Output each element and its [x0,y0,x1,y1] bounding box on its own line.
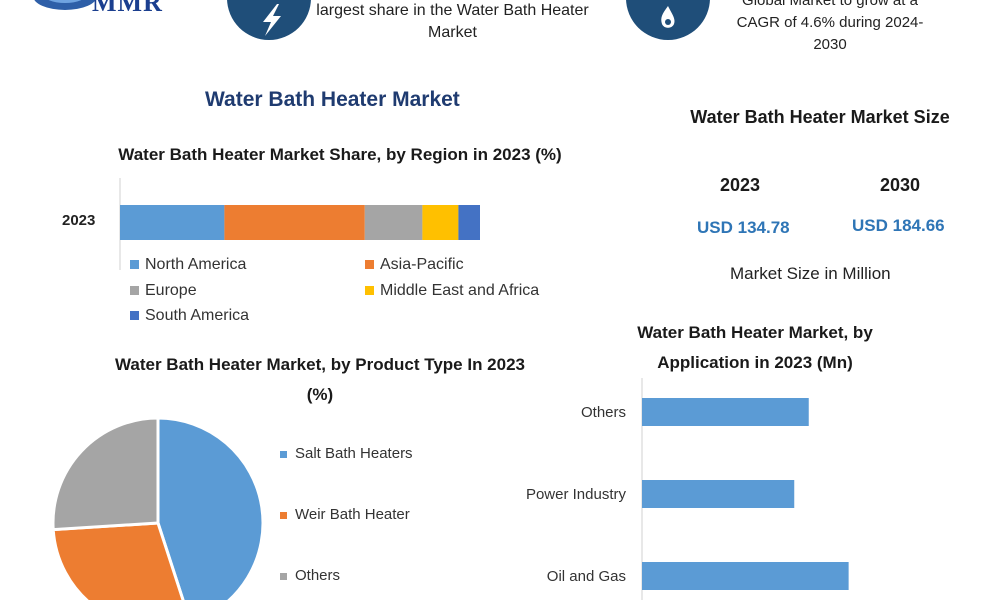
region-chart-title: Water Bath Heater Market Share, by Regio… [118,145,562,164]
pie-legend-item-others: Others [280,567,340,585]
legend-item-north-america: North America [130,256,246,274]
globe-logo-icon [34,0,96,10]
application-category-label: Oil and Gas [547,568,626,585]
banner-text-share: largest share in the Water Bath Heater M… [316,2,589,41]
legend-label: Weir Bath Heater [295,506,410,523]
legend-label: Others [295,567,341,584]
legend-item-middle-east-and-africa: Middle East and Africa [365,282,539,300]
legend-swatch [365,260,374,269]
application-bar-chart: Others Power Industry Oil and Gas [526,378,849,600]
legend-item-europe: Europe [130,282,197,300]
product-pie-legend: Salt Bath Heaters Weir Bath Heater Others [280,445,480,595]
region-stacked-bar-chart [119,178,480,270]
application-bar-others [642,398,809,426]
market-size-value-2030: USD 184.66 [852,216,945,235]
legend-swatch [280,512,287,519]
legend-label: Europe [145,282,197,299]
market-size-year-2023: 2023 [720,175,761,195]
top-banner: MMR largest share in the Water Bath Heat… [0,0,1000,70]
pie-legend-item-salt-bath-heaters: Salt Bath Heaters [280,445,413,463]
pie-slice-weir-bath-heater [51,521,185,600]
legend-swatch [130,311,139,320]
legend-item-south-america: South America [130,307,249,325]
application-chart-title: Water Bath Heater Market, by Application… [637,323,873,372]
region-legend: North America Asia-Pacific Europe Middle Ea… [130,256,590,331]
region-bar-north-america [120,205,225,240]
market-size-year-2030: 2030 [880,175,921,195]
region-category-label: 2023 [62,212,96,229]
legend-swatch [365,286,374,295]
legend-label: Salt Bath Heaters [295,445,413,462]
application-bar-power-industry [642,480,795,508]
pie-legend-item-weir-bath-heater: Weir Bath Heater [280,506,410,524]
lightning-icon [227,0,311,40]
page-title: Water Bath Heater Market [205,88,460,111]
region-bar-middle-east-and-africa [422,205,459,240]
mmr-logo[interactable]: MMR [30,0,210,18]
logo-text: MMR [92,0,163,17]
region-bar-asia-pacific [224,205,365,240]
legend-label: South America [145,307,250,324]
market-size-value-2023: USD 134.78 [697,218,790,237]
region-bar-europe [364,205,423,240]
banner-text-cagr: Global Market to grow at a CAGR of 4.6% … [736,0,924,53]
market-size-title: Water Bath Heater Market Size [690,107,950,127]
product-chart-title: Water Bath Heater Market, by Product Typ… [114,355,525,404]
application-bar-oil-and-gas [642,562,849,590]
legend-label: North America [145,256,247,273]
market-size-unit-note: Market Size in Million [730,264,891,283]
legend-swatch [130,260,139,269]
region-bar-south-america [458,205,480,240]
pie-slice-salt-bath-heaters [156,416,265,600]
legend-swatch [280,451,287,458]
legend-swatch [280,573,287,580]
application-category-label: Power Industry [526,486,627,503]
pie-slice-others [51,416,160,532]
legend-label: Asia-Pacific [380,256,464,273]
legend-label: Middle East and Africa [380,282,540,299]
product-pie-chart [51,416,265,600]
legend-item-asia-pacific: Asia-Pacific [365,256,464,274]
legend-swatch [130,286,139,295]
application-category-label: Others [581,404,626,421]
flame-icon [626,0,710,40]
